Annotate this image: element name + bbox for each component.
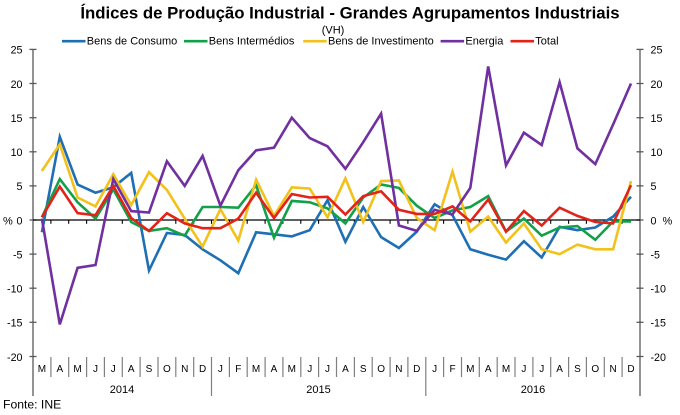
svg-text:S: S xyxy=(146,364,153,375)
svg-text:-20: -20 xyxy=(7,352,23,364)
svg-text:Energia: Energia xyxy=(465,35,504,47)
svg-text:10: 10 xyxy=(651,147,663,159)
svg-text:15: 15 xyxy=(11,113,23,125)
svg-text:Índices de Produção Industrial: Índices de Produção Industrial - Grandes… xyxy=(80,4,619,23)
svg-text:5: 5 xyxy=(651,181,657,193)
svg-text:15: 15 xyxy=(651,113,663,125)
svg-text:Bens Intermédios: Bens Intermédios xyxy=(209,35,295,47)
svg-text:N: N xyxy=(181,364,188,375)
svg-text:O: O xyxy=(163,364,171,375)
svg-text:Total: Total xyxy=(535,35,558,47)
svg-text:M: M xyxy=(252,364,260,375)
svg-text:5: 5 xyxy=(17,181,23,193)
svg-text:2014: 2014 xyxy=(110,384,134,396)
svg-text:0: 0 xyxy=(17,215,23,227)
svg-text:-20: -20 xyxy=(651,352,667,364)
svg-text:S: S xyxy=(574,364,581,375)
svg-text:D: D xyxy=(199,364,206,375)
svg-text:-5: -5 xyxy=(651,249,661,261)
svg-text:D: D xyxy=(413,364,420,375)
svg-text:20: 20 xyxy=(11,79,23,91)
svg-text:0: 0 xyxy=(651,215,657,227)
svg-text:M: M xyxy=(38,364,46,375)
svg-text:N: N xyxy=(609,364,616,375)
svg-text:25: 25 xyxy=(11,45,23,57)
svg-text:-5: -5 xyxy=(13,249,23,261)
svg-text:A: A xyxy=(485,364,492,375)
svg-text:%: % xyxy=(3,215,13,227)
svg-text:D: D xyxy=(627,364,634,375)
svg-text:J: J xyxy=(111,364,116,375)
svg-text:A: A xyxy=(56,364,63,375)
svg-text:-10: -10 xyxy=(651,284,667,296)
svg-text:25: 25 xyxy=(651,45,663,57)
svg-text:J: J xyxy=(539,364,544,375)
svg-text:20: 20 xyxy=(651,79,663,91)
svg-text:Bens de Consumo: Bens de Consumo xyxy=(87,35,178,47)
svg-text:-10: -10 xyxy=(7,284,23,296)
svg-text:S: S xyxy=(360,364,367,375)
svg-text:Bens de Investimento: Bens de Investimento xyxy=(328,35,434,47)
svg-text:J: J xyxy=(307,364,312,375)
svg-text:O: O xyxy=(377,364,385,375)
svg-text:A: A xyxy=(128,364,135,375)
svg-text:N: N xyxy=(395,364,402,375)
svg-text:A: A xyxy=(271,364,278,375)
svg-text:2016: 2016 xyxy=(521,384,545,396)
svg-text:O: O xyxy=(591,364,599,375)
svg-text:%: % xyxy=(663,215,673,227)
svg-text:J: J xyxy=(218,364,223,375)
svg-text:A: A xyxy=(342,364,349,375)
svg-text:10: 10 xyxy=(11,147,23,159)
svg-text:Fonte: INE: Fonte: INE xyxy=(3,398,61,412)
svg-text:2015: 2015 xyxy=(306,384,330,396)
svg-text:M: M xyxy=(466,364,474,375)
svg-text:J: J xyxy=(521,364,526,375)
svg-text:F: F xyxy=(449,364,455,375)
svg-text:F: F xyxy=(235,364,241,375)
svg-text:J: J xyxy=(325,364,330,375)
svg-text:J: J xyxy=(432,364,437,375)
svg-text:-15: -15 xyxy=(7,318,23,330)
svg-text:M: M xyxy=(73,364,81,375)
svg-text:(VH): (VH) xyxy=(322,25,345,37)
svg-text:J: J xyxy=(93,364,98,375)
svg-text:M: M xyxy=(502,364,510,375)
svg-text:-15: -15 xyxy=(651,318,667,330)
svg-text:M: M xyxy=(288,364,296,375)
svg-text:A: A xyxy=(556,364,563,375)
